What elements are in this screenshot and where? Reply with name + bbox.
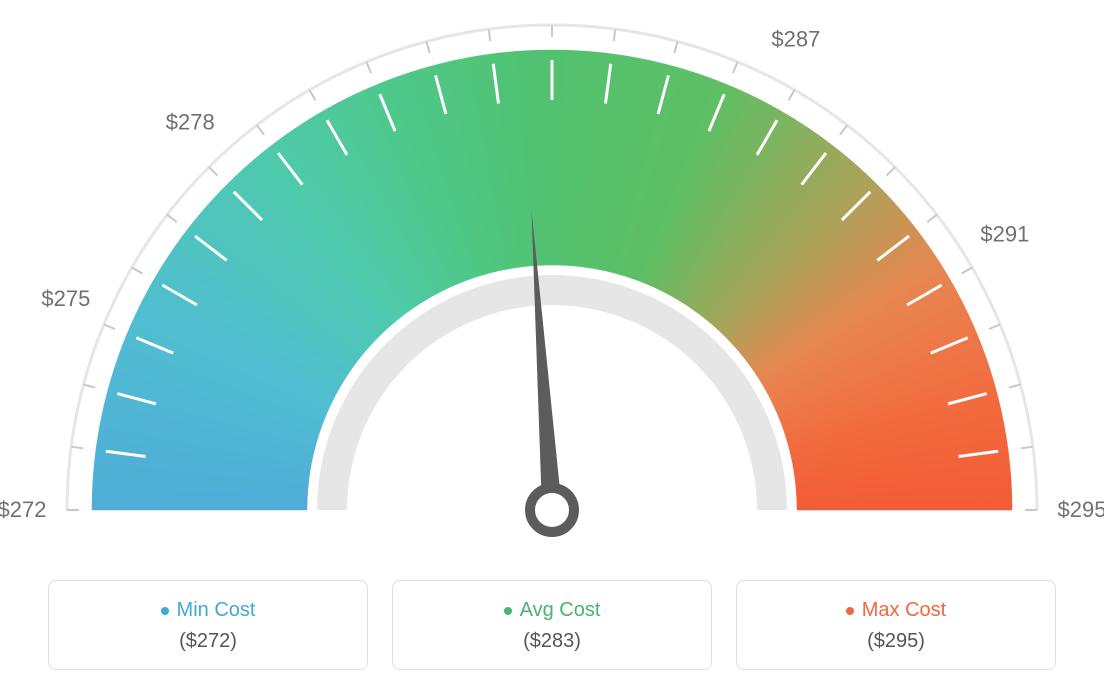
gauge-tick-label: $272 (0, 497, 46, 522)
gauge-tick-label: $287 (771, 26, 820, 51)
gauge-outer-tick (104, 324, 115, 329)
gauge-outer-tick (366, 62, 371, 73)
gauge-outer-tick (257, 125, 264, 135)
gauge-outer-tick (1021, 447, 1033, 449)
legend-card-avg: Avg Cost ($283) (392, 580, 712, 670)
gauge-tick-label: $275 (41, 286, 90, 311)
gauge-outer-tick (674, 42, 677, 54)
gauge-outer-tick (614, 29, 616, 41)
legend-dot-avg (504, 607, 512, 615)
gauge-outer-tick (962, 268, 972, 274)
legend-title-min: Min Cost (161, 599, 256, 622)
legend-card-max: Max Cost ($295) (736, 580, 1056, 670)
legend-card-min: Min Cost ($272) (48, 580, 368, 670)
legend-value-avg: ($283) (393, 630, 711, 653)
gauge-outer-tick (1009, 384, 1021, 387)
gauge-tick-label: $278 (166, 110, 215, 135)
gauge-outer-tick (167, 215, 177, 222)
gauge-outer-tick (886, 167, 894, 175)
gauge-chart: $272$275$278$283$287$291$295 (0, 0, 1104, 560)
gauge-outer-tick (71, 447, 83, 449)
gauge-outer-tick (840, 125, 847, 135)
gauge-outer-tick (209, 167, 217, 175)
legend-label-avg: Avg Cost (520, 599, 601, 622)
gauge-outer-tick (132, 268, 142, 274)
gauge-tick-label: $295 (1058, 497, 1104, 522)
gauge-outer-tick (789, 90, 795, 100)
gauge-outer-tick (310, 90, 316, 100)
legend-dot-min (161, 607, 169, 615)
gauge-tick-label: $291 (980, 222, 1029, 247)
gauge-needle-hub (530, 488, 574, 532)
gauge-svg: $272$275$278$283$287$291$295 (0, 0, 1104, 560)
legend-row: Min Cost ($272) Avg Cost ($283) Max Cost… (0, 580, 1104, 670)
gauge-outer-tick (426, 42, 429, 54)
gauge-outer-tick (989, 324, 1000, 329)
legend-label-max: Max Cost (862, 599, 946, 622)
gauge-outer-tick (84, 384, 96, 387)
legend-dot-max (846, 607, 854, 615)
legend-value-min: ($272) (49, 630, 367, 653)
legend-label-min: Min Cost (177, 599, 256, 622)
gauge-outer-tick (489, 29, 491, 41)
gauge-outer-tick (927, 215, 937, 222)
gauge-outer-tick (733, 62, 738, 73)
legend-title-avg: Avg Cost (504, 599, 601, 622)
legend-title-max: Max Cost (846, 599, 946, 622)
legend-value-max: ($295) (737, 630, 1055, 653)
